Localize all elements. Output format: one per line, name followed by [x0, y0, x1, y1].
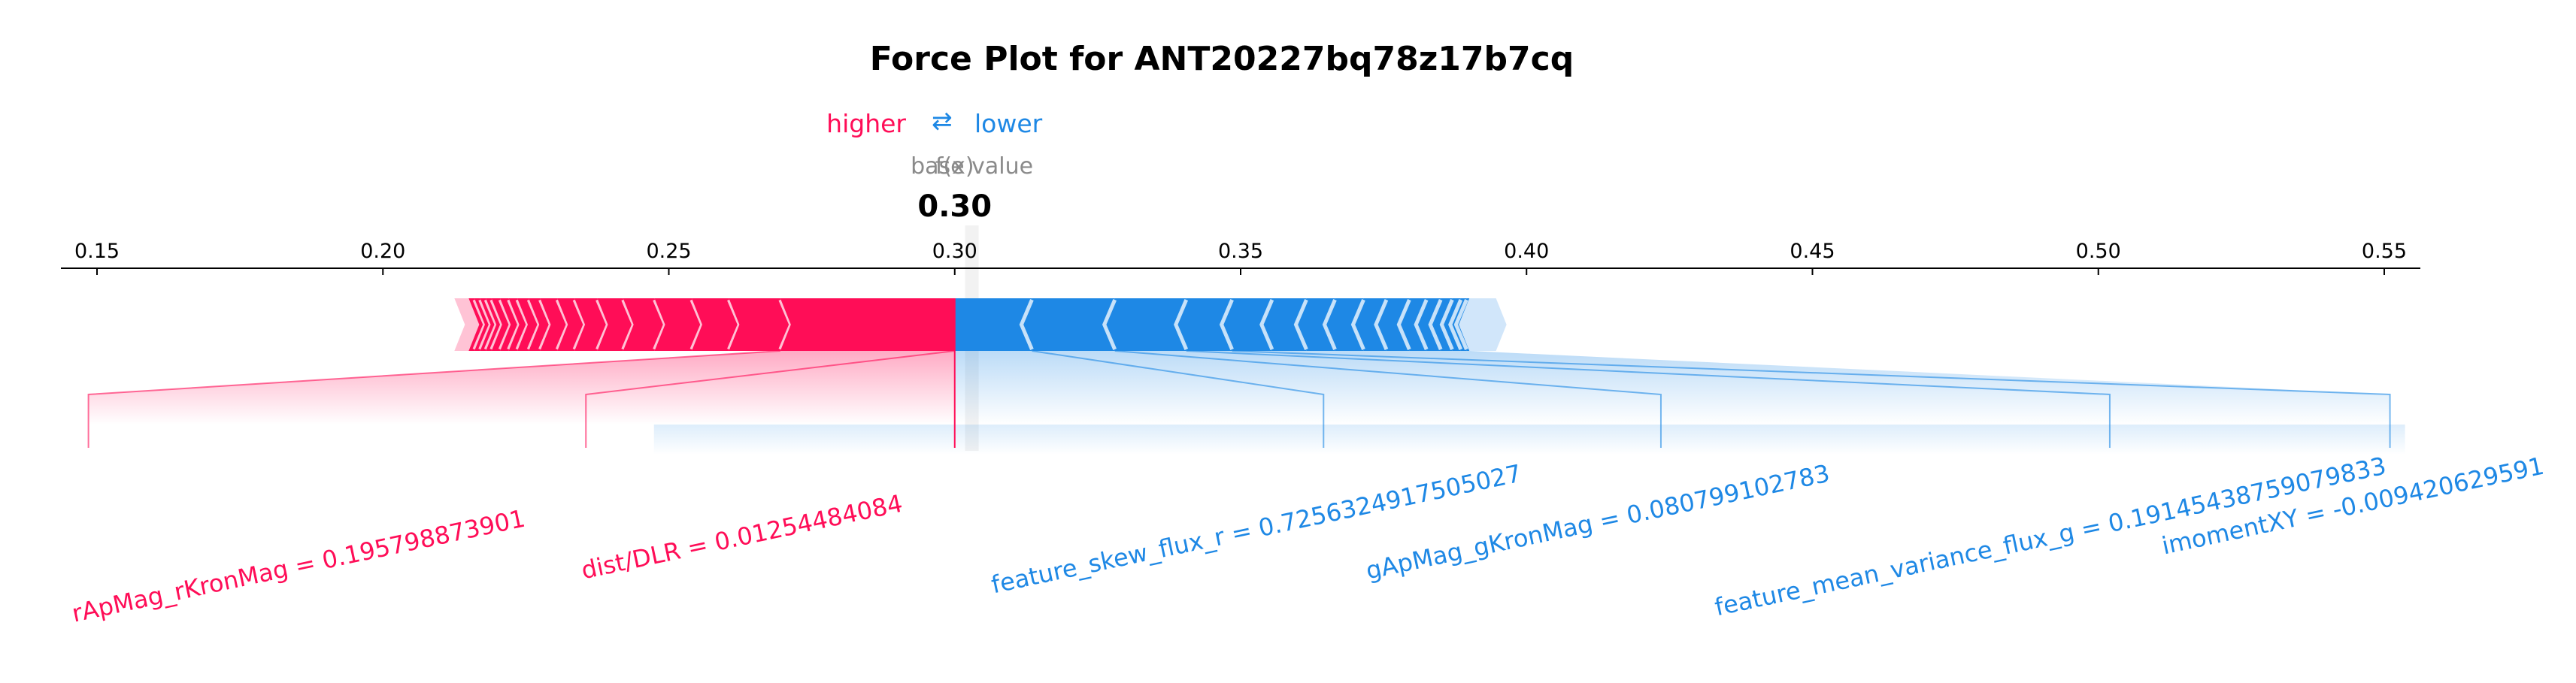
negative-separator	[1019, 299, 1034, 350]
positive-fan	[88, 351, 955, 425]
x-tick-label: 0.40	[1504, 240, 1549, 263]
chart-title: Force Plot for ANT20227bq78z17b7cq	[870, 40, 1574, 78]
feature-label: dist/DLR = 0.01254484084	[579, 489, 905, 585]
legend: higher ⇄ lower	[826, 106, 1042, 138]
negative-segment	[1441, 298, 1461, 351]
feature-connector	[585, 350, 955, 448]
negative-segment	[1375, 298, 1410, 351]
feature-connector	[87, 350, 780, 448]
x-tick-label: 0.55	[2362, 240, 2407, 263]
negative-segment	[1221, 298, 1272, 351]
positive-segment	[491, 298, 511, 351]
negative-separator	[1322, 299, 1337, 350]
negative-separator	[1453, 299, 1468, 350]
feature-label: feature_skew_flux_r = 0.7256324917505027	[989, 459, 1524, 600]
x-tick-label: 0.20	[360, 240, 405, 263]
feature-connector	[1114, 350, 1662, 448]
x-tick-label: 0.45	[1790, 240, 1835, 263]
x-tick-label: 0.25	[646, 240, 691, 263]
legend-lower: lower	[974, 109, 1043, 138]
negative-segment	[1104, 298, 1186, 351]
negative-separator	[1102, 299, 1117, 350]
fx-label: f(x)	[935, 153, 974, 180]
positive-segment	[729, 298, 791, 351]
x-tick-label: 0.15	[74, 240, 120, 263]
negative-separator	[1448, 299, 1463, 350]
negative-separator	[1374, 299, 1389, 350]
value-labels: base value 0.30	[911, 153, 1033, 224]
positive-segment	[574, 298, 608, 351]
x-tick-label: 0.35	[1218, 240, 1263, 263]
negative-segment	[1353, 298, 1386, 351]
negative-segment	[1261, 298, 1307, 351]
feature-connector	[1186, 350, 2111, 448]
positive-segment	[597, 298, 634, 351]
feature-connector	[1032, 350, 1325, 448]
negative-separator	[1350, 299, 1365, 350]
negative-fan	[954, 351, 2390, 425]
negative-segment	[954, 298, 1032, 351]
output-value: 0.30	[917, 189, 992, 224]
negative-separator	[1259, 299, 1274, 350]
negative-segment	[1296, 298, 1335, 351]
x-tick-label: 0.50	[2076, 240, 2121, 263]
negative-separator	[1219, 299, 1234, 350]
negative-separator	[1293, 299, 1308, 350]
legend-higher: higher	[826, 109, 906, 138]
negative-separator	[1439, 299, 1454, 350]
negative-segment	[1021, 298, 1115, 351]
negative-small-effects	[1459, 298, 1507, 351]
negative-separator	[1428, 299, 1443, 350]
negative-separator	[1174, 299, 1189, 350]
positive-segment	[691, 298, 740, 351]
positive-segment	[623, 298, 665, 351]
negative-separator	[1396, 299, 1411, 350]
feature-label: rApMag_rKronMag = 0.195798873901	[69, 504, 527, 628]
positive-segment	[780, 298, 955, 351]
positive-segment	[500, 298, 520, 351]
negative-fan-fade	[653, 425, 2405, 455]
fx-label-background	[929, 153, 980, 180]
negative-separator	[1414, 299, 1429, 350]
negative-segment	[1324, 298, 1364, 351]
positive-small-effects	[454, 298, 480, 351]
base-value-label: base value	[911, 153, 1033, 180]
positive-segment	[654, 298, 702, 351]
x-tick-label: 0.30	[932, 240, 977, 263]
positive-segment	[508, 298, 528, 351]
negative-segment	[1175, 298, 1232, 351]
feature-connector	[1232, 350, 2391, 448]
legend-arrows-icon: ⇄	[932, 106, 953, 135]
